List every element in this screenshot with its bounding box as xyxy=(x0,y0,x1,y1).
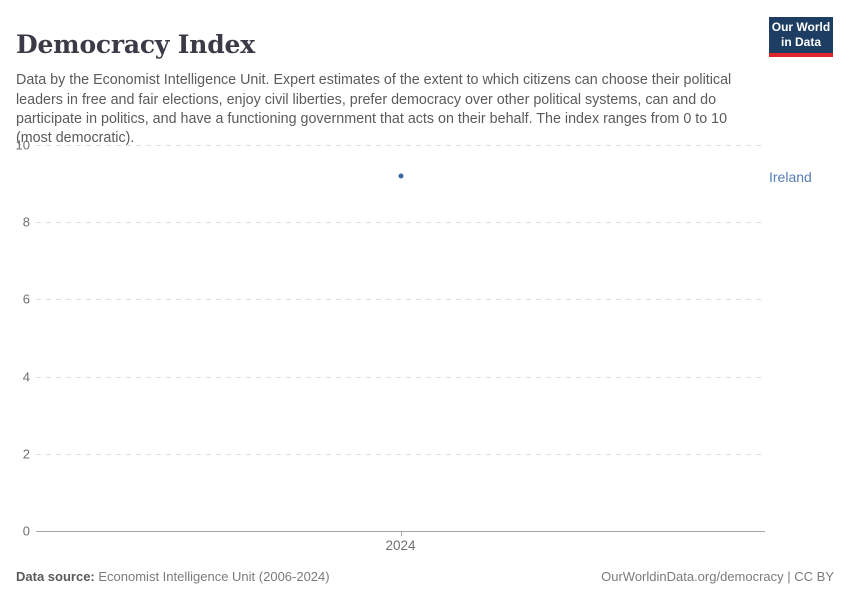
entity-label-ireland[interactable]: Ireland xyxy=(769,169,812,186)
chart-footer: Data source: Economist Intelligence Unit… xyxy=(16,569,834,584)
y-gridline xyxy=(36,299,765,301)
y-axis-tick-label: 4 xyxy=(22,369,30,385)
x-axis-tick-label: 2024 xyxy=(385,538,416,553)
data-source-text: Economist Intelligence Unit (2006-2024) xyxy=(94,569,330,584)
owid-cc-link[interactable]: OurWorldinData.org/democracy | CC BY xyxy=(601,569,834,584)
y-gridline xyxy=(36,453,765,455)
y-axis-tick-label: 10 xyxy=(15,137,30,153)
y-gridline xyxy=(36,145,765,146)
y-gridline xyxy=(36,222,765,224)
x-axis-tick xyxy=(400,531,402,536)
y-axis-tick-label: 2 xyxy=(22,446,30,462)
owid-logo[interactable]: Our World in Data xyxy=(769,17,833,57)
data-source: Data source: Economist Intelligence Unit… xyxy=(16,569,330,584)
data-source-label: Data source: xyxy=(16,569,95,584)
y-gridline xyxy=(36,376,765,378)
page-title: Democracy Index xyxy=(16,29,255,59)
chart-subtitle: Data by the Economist Intelligence Unit.… xyxy=(16,72,732,147)
y-axis-tick-label: 6 xyxy=(22,291,30,307)
y-axis-tick-label: 0 xyxy=(22,523,30,539)
data-point-ireland[interactable] xyxy=(398,173,403,179)
y-axis-tick-label: 8 xyxy=(22,214,30,230)
owid-logo-line2: in Data xyxy=(780,35,821,49)
owid-logo-line1: Our World xyxy=(771,20,831,34)
